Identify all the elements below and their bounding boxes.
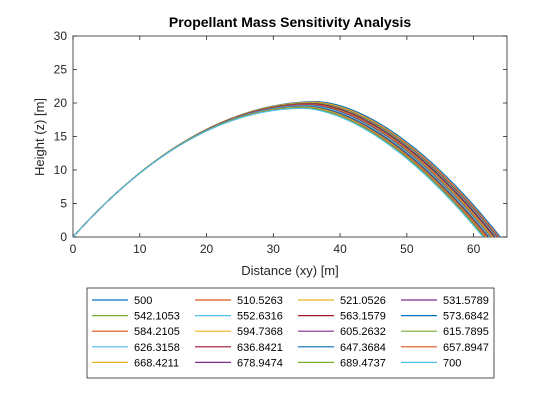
legend-entry-label: 689.4737 [340,357,386,369]
legend-entry-label: 563.1579 [340,311,386,323]
legend-entry-label: 500 [134,295,152,307]
legend-entry-label: 552.6316 [237,311,283,323]
y-tick-label: 15 [54,130,68,144]
legend-entry-label: 510.5263 [237,295,283,307]
legend-entry-label: 647.3684 [340,342,386,354]
plot-area: 0 10 20 30 40 50 60 0 5 10 15 20 25 30 [54,29,508,256]
y-tick-label: 20 [54,96,68,110]
legend-entry-label: 584.2105 [134,326,180,338]
y-tick-label: 10 [54,163,68,177]
legend-entry-label: 636.8421 [237,342,283,354]
legend-entry-label: 678.9474 [237,357,283,369]
x-tick-label: 60 [467,242,481,256]
legend-entry-label: 668.4211 [134,357,179,369]
legend-entry-label: 657.8947 [443,342,489,354]
y-tick-label: 5 [60,197,67,211]
x-axis-label: Distance (xy) [m] [241,263,339,278]
legend-entry-label: 531.5789 [443,295,489,307]
x-tick-label: 0 [70,242,77,256]
x-tick-label: 20 [200,242,214,256]
axes-box [72,35,508,238]
series-group [73,101,501,237]
y-axis-label: Height (z) [m] [32,98,47,176]
x-tick-label: 50 [400,242,414,256]
y-tick-label: 25 [54,63,68,77]
chart-title: Propellant Mass Sensitivity Analysis [169,14,411,30]
legend-entry-label: 542.1053 [134,311,180,323]
x-tick-label: 30 [267,242,281,256]
x-tick-label: 40 [333,242,347,256]
legend-entry-label: 700 [443,357,461,369]
trajectory-series-19 [73,107,484,237]
legend-entry-label: 521.0526 [340,295,386,307]
legend-entry-label: 594.7368 [237,326,283,338]
legend: 500 510.5263 521.0526 531.5789 542.1053 552.6… [86,287,495,379]
legend-entry-label: 605.2632 [340,326,386,338]
legend-entry-label: 626.3158 [134,342,180,354]
y-tick-label: 0 [60,230,67,244]
legend-entry-label: 615.7895 [443,326,489,338]
x-tick-label: 10 [133,242,147,256]
y-tick-label: 30 [54,29,68,43]
legend-entry-label: 573.6842 [443,311,489,323]
